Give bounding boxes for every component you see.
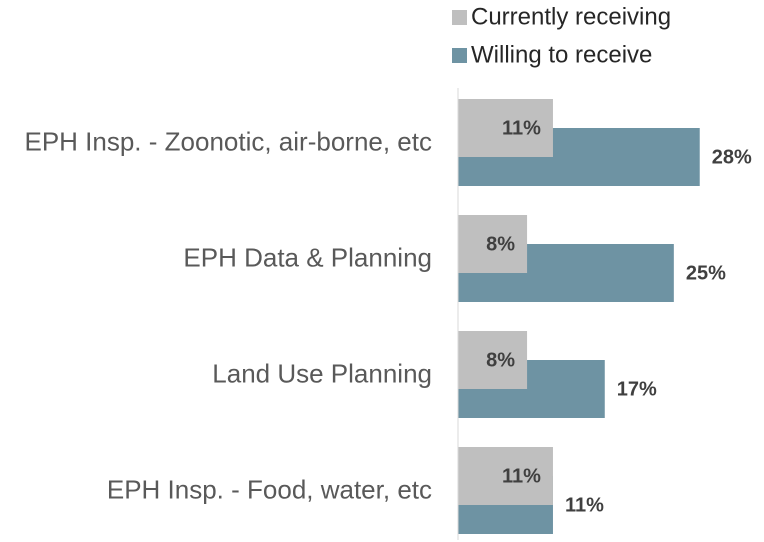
- legend-swatch: [452, 10, 467, 25]
- category-label: Land Use Planning: [212, 358, 432, 389]
- bar: [458, 447, 553, 505]
- value-label: 8%: [486, 349, 515, 371]
- legend-label: Currently receiving: [471, 3, 671, 30]
- value-label: 28%: [712, 146, 752, 168]
- value-label: 8%: [486, 233, 515, 255]
- value-label: 11%: [502, 117, 541, 139]
- value-label: 25%: [686, 262, 726, 284]
- value-label: 17%: [617, 378, 657, 400]
- category-label: EPH Insp. - Food, water, etc: [106, 474, 432, 505]
- bar: [458, 99, 553, 157]
- legend-label: Willing to receive: [471, 41, 652, 68]
- legend-swatch: [452, 48, 467, 63]
- value-label: 11%: [565, 494, 604, 516]
- bar: [458, 331, 528, 389]
- category-label: EPH Data & Planning: [183, 242, 432, 273]
- category-label: EPH Insp. - Zoonotic, air-borne, etc: [24, 126, 432, 157]
- value-label: 11%: [502, 465, 541, 487]
- bar: [458, 215, 528, 273]
